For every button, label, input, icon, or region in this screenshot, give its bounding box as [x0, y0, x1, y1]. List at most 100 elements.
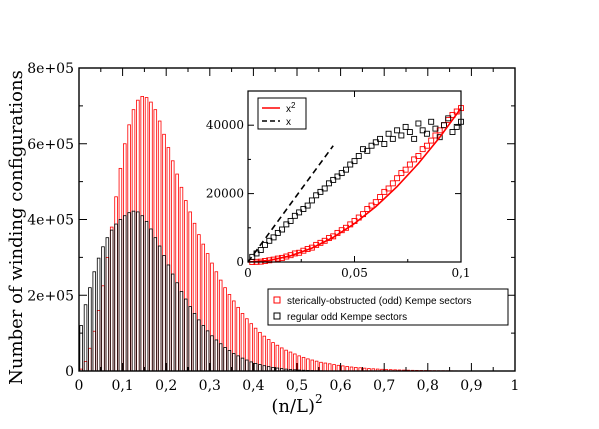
histogram-bar — [115, 224, 118, 371]
histogram-bar — [128, 125, 131, 371]
x-tick-label: 0,3 — [199, 378, 221, 394]
histogram-bar — [307, 359, 310, 371]
histogram-bar — [84, 305, 87, 371]
histogram-bar — [202, 326, 205, 371]
x-tick-label: 0,4 — [242, 378, 264, 394]
histogram-bar — [224, 288, 227, 371]
histogram-bar — [215, 340, 218, 371]
histogram-bar — [158, 246, 161, 371]
x-axis-label-superscript: 2 — [315, 392, 323, 406]
histogram-bar — [219, 344, 222, 371]
histogram-bar — [137, 100, 140, 371]
x-tick-label: 1 — [511, 378, 520, 394]
histogram-bar — [163, 255, 166, 371]
histogram-bar — [250, 324, 253, 371]
histogram-bar — [254, 363, 257, 371]
y-tick-label: 6e+05 — [27, 137, 74, 153]
histogram-bar — [228, 351, 231, 371]
inset-x-tick-label: 0,1 — [451, 266, 470, 280]
histogram-bar — [141, 216, 144, 371]
x-tick-label: 0,2 — [155, 378, 177, 394]
histogram-bar — [206, 331, 209, 371]
histogram-bar — [97, 258, 100, 371]
histogram-bar — [180, 291, 183, 371]
histogram-bar — [132, 211, 135, 371]
inset-legend-label: x — [286, 117, 291, 128]
histogram-bar — [180, 187, 183, 371]
histogram-bar — [232, 354, 235, 371]
histogram-bar — [250, 362, 253, 371]
histogram-bar — [259, 365, 262, 371]
histogram-bar — [215, 272, 218, 371]
x-tick-label: 0,6 — [329, 378, 351, 394]
histogram-bar — [254, 328, 257, 371]
histogram-bar — [237, 307, 240, 371]
histogram-bar — [184, 201, 187, 371]
histogram-bar — [246, 360, 249, 371]
histogram-bar — [154, 238, 157, 371]
x-tick-label: 0,8 — [417, 378, 439, 394]
histogram-bar — [128, 213, 131, 371]
x-tick-label: 0,5 — [286, 378, 308, 394]
x-tick-label: 0,9 — [460, 378, 482, 394]
histogram-bar — [285, 350, 288, 371]
histogram-bar — [123, 144, 126, 371]
histogram-bar — [150, 102, 153, 371]
histogram-bar — [89, 348, 92, 371]
main-legend-label: regular odd Kempe sectors — [287, 312, 407, 323]
histogram-bar — [280, 348, 283, 371]
histogram-bar — [272, 343, 275, 371]
histogram-bar — [150, 229, 153, 371]
x-tick-label: 0 — [75, 378, 84, 394]
histogram-bar — [206, 254, 209, 371]
histogram-bar — [110, 227, 113, 371]
main-legend-label: sterically-obstructed (odd) Kempe sector… — [287, 296, 472, 307]
inset-x-tick-label: 0 — [244, 266, 252, 280]
histogram-bar — [224, 348, 227, 371]
histogram-bar — [167, 265, 170, 371]
histogram-bar — [341, 366, 344, 371]
histogram-bar — [228, 294, 231, 371]
histogram-bar — [211, 263, 214, 371]
histogram-bar — [176, 283, 179, 371]
inset-legend-box — [258, 98, 306, 129]
histogram-bar — [154, 110, 157, 371]
histogram-bar — [141, 96, 144, 371]
histogram-bar — [211, 336, 214, 371]
histogram-bar — [263, 366, 266, 371]
histogram-bar — [171, 161, 174, 371]
histogram-bar — [93, 272, 96, 371]
x-tick-label: 0,1 — [111, 378, 133, 394]
inset-y-tick-label: 0 — [236, 255, 244, 269]
histogram-bar — [176, 174, 179, 371]
histogram-bar — [115, 197, 118, 371]
histogram-bar — [119, 168, 122, 371]
histogram-bar — [302, 357, 305, 371]
histogram-bar — [320, 362, 323, 371]
y-tick-label: 8e+05 — [27, 61, 74, 77]
histogram-bar — [337, 365, 340, 371]
histogram-bar — [84, 362, 87, 371]
histogram-bar — [293, 354, 296, 371]
histogram-bar — [328, 364, 331, 371]
histogram-bar — [198, 235, 201, 371]
inset-y-tick-label: 40000 — [206, 118, 244, 132]
histogram-bar — [315, 361, 318, 371]
histogram-bar — [289, 352, 292, 371]
histogram-bar — [219, 280, 222, 371]
inset-legend-superscript: 2 — [291, 101, 296, 110]
histogram-bar — [237, 356, 240, 371]
histogram-bar — [241, 358, 244, 371]
y-tick-label: 0 — [65, 364, 74, 380]
histogram-bar — [193, 313, 196, 371]
histogram-bar — [167, 148, 170, 371]
y-tick-label: 2e+05 — [27, 288, 74, 304]
histogram-bar — [163, 134, 166, 371]
histogram-bar — [123, 216, 126, 371]
histogram-bar — [119, 220, 122, 372]
x-tick-label: 0,7 — [373, 378, 395, 394]
histogram-bar — [324, 363, 327, 371]
